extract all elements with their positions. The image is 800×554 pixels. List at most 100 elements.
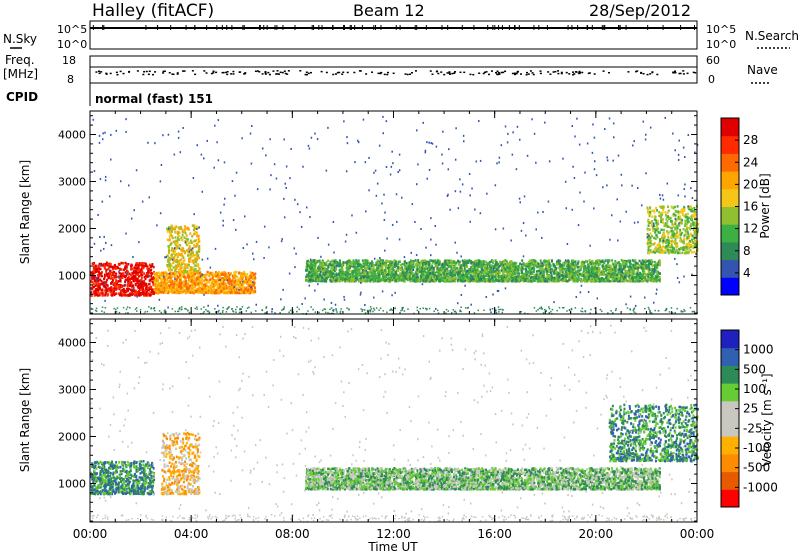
heatmap-cell bbox=[365, 274, 368, 277]
heatmap-cell bbox=[135, 267, 138, 270]
heatmap-cell bbox=[543, 276, 546, 279]
heatmap-cell bbox=[596, 271, 599, 274]
heatmap-cell bbox=[195, 252, 198, 255]
heatmap-cell bbox=[204, 273, 207, 277]
heatmap-cell bbox=[130, 263, 133, 267]
heatmap-cell bbox=[107, 276, 110, 279]
heatmap-cell bbox=[183, 280, 186, 284]
heatmap-cell bbox=[485, 279, 488, 283]
heatmap-cell bbox=[496, 268, 499, 271]
heatmap-cell bbox=[397, 274, 400, 277]
heatmap-cell bbox=[189, 273, 192, 276]
heatmap-cell bbox=[152, 265, 155, 269]
nave-dot bbox=[602, 70, 605, 72]
heatmap-cell bbox=[500, 263, 503, 267]
heatmap-cell bbox=[331, 273, 334, 276]
heatmap-cell bbox=[175, 274, 178, 278]
nave-dot bbox=[203, 70, 206, 72]
heatmap-cell bbox=[136, 290, 139, 294]
heatmap-cell bbox=[487, 270, 490, 274]
nave-dot bbox=[287, 70, 290, 72]
heatmap-cell bbox=[335, 274, 338, 278]
nave-dot bbox=[497, 71, 500, 74]
heatmap-cell bbox=[385, 273, 388, 277]
heatmap-cell bbox=[166, 254, 169, 257]
heatmap-cell bbox=[111, 287, 114, 291]
heatmap-cell bbox=[620, 279, 623, 283]
nave-dot bbox=[325, 71, 328, 74]
heatmap-cell bbox=[93, 292, 96, 295]
heatmap-cell bbox=[220, 279, 223, 282]
heatmap-cell bbox=[214, 279, 217, 282]
heatmap-cell bbox=[214, 282, 217, 286]
heatmap-cell bbox=[94, 269, 97, 273]
heatmap-cell bbox=[173, 255, 176, 259]
heatmap-cell bbox=[569, 278, 572, 281]
heatmap-cell bbox=[166, 263, 169, 267]
heatmap-cell bbox=[197, 234, 200, 238]
heatmap-cell bbox=[209, 283, 212, 287]
heatmap-cell bbox=[626, 279, 629, 283]
heatmap-cell bbox=[630, 268, 633, 272]
heatmap-cell bbox=[157, 281, 160, 284]
nave-dot bbox=[572, 71, 575, 73]
heatmap-cell bbox=[212, 287, 215, 291]
heatmap-cell bbox=[329, 262, 332, 266]
heatmap-cell bbox=[406, 278, 409, 282]
heatmap-cell bbox=[139, 293, 142, 297]
heatmap-cell bbox=[555, 278, 558, 282]
nave-dot bbox=[429, 70, 432, 72]
heatmap-cell bbox=[175, 267, 178, 270]
nave-dot bbox=[672, 72, 675, 74]
heatmap-cell bbox=[632, 264, 635, 268]
heatmap-cell bbox=[453, 264, 456, 268]
heatmap-cell bbox=[446, 260, 449, 263]
noise-trace bbox=[90, 25, 697, 30]
heatmap-cell bbox=[187, 248, 190, 251]
heatmap-cell bbox=[144, 274, 147, 277]
heatmap-cell bbox=[333, 265, 336, 269]
heatmap-cell bbox=[91, 285, 94, 288]
heatmap-cell bbox=[194, 227, 197, 231]
heatmap-cell bbox=[437, 259, 440, 262]
heatmap-cell bbox=[119, 274, 122, 278]
heatmap-cell bbox=[368, 276, 371, 279]
heatmap-cell bbox=[206, 290, 209, 294]
heatmap-cell bbox=[445, 263, 448, 267]
heatmap-cell bbox=[462, 279, 465, 283]
heatmap-cell bbox=[188, 272, 191, 276]
nave-dot bbox=[469, 73, 472, 76]
heatmap-cell bbox=[606, 271, 609, 275]
heatmap-cell bbox=[183, 270, 186, 273]
heatmap-cell bbox=[228, 285, 231, 288]
heatmap-cell bbox=[192, 276, 195, 280]
heatmap-cell bbox=[97, 268, 100, 272]
heatmap-cell bbox=[570, 262, 573, 266]
heatmap-cell bbox=[235, 270, 238, 274]
heatmap-cell bbox=[122, 291, 125, 294]
nave-dot bbox=[502, 71, 505, 74]
heatmap-cell bbox=[528, 261, 531, 264]
heatmap-cell bbox=[246, 273, 249, 276]
nave-dot bbox=[147, 73, 150, 76]
heatmap-cell bbox=[98, 282, 101, 286]
heatmap-cell bbox=[90, 272, 93, 275]
heatmap-cell bbox=[178, 281, 181, 285]
nave-dot bbox=[98, 72, 101, 75]
heatmap-cell bbox=[143, 262, 146, 265]
heatmap-cell bbox=[92, 263, 95, 266]
heatmap-cell bbox=[191, 274, 194, 277]
nave-dot bbox=[581, 71, 584, 74]
nave-dot bbox=[406, 73, 409, 76]
heatmap-cell bbox=[568, 271, 571, 274]
heatmap-cell bbox=[184, 239, 187, 243]
heatmap-cell bbox=[181, 291, 184, 294]
heatmap-cell bbox=[365, 266, 368, 270]
heatmap-cell bbox=[190, 249, 193, 253]
heatmap-cell bbox=[533, 268, 536, 271]
heatmap-cell bbox=[98, 262, 101, 266]
nave-dot bbox=[275, 73, 278, 75]
heatmap-cell bbox=[174, 269, 177, 272]
heatmap-cell bbox=[167, 290, 170, 294]
